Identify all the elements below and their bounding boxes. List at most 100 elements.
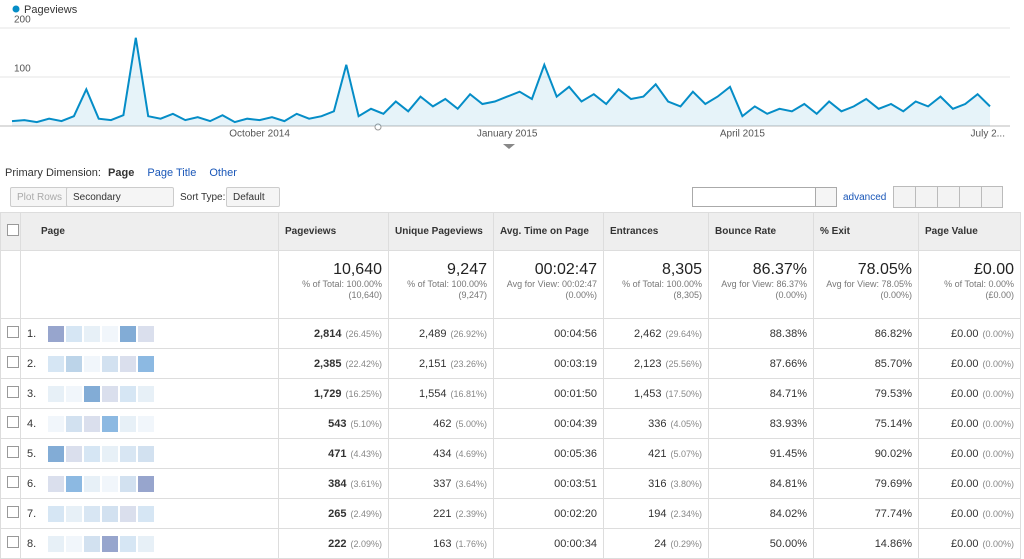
metric-cell: £0.00 (0.00%) xyxy=(918,438,1021,469)
blurred-name xyxy=(138,415,155,432)
metric-value: 00:01:50 xyxy=(554,387,597,400)
metric-cell: 50.00% xyxy=(708,528,814,559)
metric-percent: (22.42%) xyxy=(345,358,382,369)
metric-percent: (5.10%) xyxy=(350,418,382,429)
metric-value: 90.02% xyxy=(874,447,912,460)
metric-value: 384 xyxy=(328,477,347,490)
metric-cell: 265 (2.49%) xyxy=(278,498,389,529)
blurred-name xyxy=(66,445,83,462)
metric-value: 434 xyxy=(433,447,452,460)
total-value: 00:02:47 xyxy=(534,261,597,278)
metric-value: 84.81% xyxy=(769,477,807,490)
blurred-name xyxy=(138,535,155,552)
metric-percent: (17.50%) xyxy=(665,388,702,399)
metric-percent: (2.49%) xyxy=(350,508,382,519)
sort-select[interactable]: Default xyxy=(226,187,280,207)
blurred-name xyxy=(120,325,137,342)
view-switcher[interactable] xyxy=(893,186,1003,208)
metric-cell: 1,554 (16.81%) xyxy=(388,378,494,409)
metric-value: 00:00:34 xyxy=(554,537,597,550)
metric-value: 00:03:19 xyxy=(554,357,597,370)
metric-value: 1,554 xyxy=(418,387,447,400)
metric-cell: 00:03:19 xyxy=(493,348,604,379)
primary-option[interactable]: Page Title xyxy=(147,167,197,179)
blurred-name xyxy=(102,385,119,402)
blurred-name xyxy=(84,415,101,432)
metric-cell: 336 (4.05%) xyxy=(603,408,709,439)
metric-value: 2,385 xyxy=(313,357,342,370)
blurred-name xyxy=(84,355,101,372)
metric-cell: 316 (3.80%) xyxy=(603,468,709,499)
metric-percent: (5.07%) xyxy=(670,448,702,459)
total-note: % of Total: 100.00% xyxy=(302,279,382,289)
metric-cell: 00:05:36 xyxy=(493,438,604,469)
secondary-dimension[interactable]: Secondary dimension xyxy=(66,187,174,223)
total-note: Avg for View: 00:02:47 xyxy=(506,279,597,289)
totals-row: 10,640% of Total: 100.00% (10,640) 9,247% … xyxy=(0,250,1021,319)
table-row: 4. 543 (5.10%) 462 (5.00%) 00:04:39 336 (4.05%)… xyxy=(0,408,1021,439)
blurred-name xyxy=(120,445,137,462)
metric-percent: (29.64%) xyxy=(665,328,702,339)
checkbox[interactable] xyxy=(7,416,19,428)
metric-cell: 00:02:20 xyxy=(493,498,604,529)
checkbox[interactable] xyxy=(7,326,19,338)
line xyxy=(11,37,991,124)
row-index: 1. xyxy=(27,327,37,340)
metric-percent: (4.05%) xyxy=(670,418,702,429)
blurred-name xyxy=(66,415,83,432)
y-tick-label: 200 xyxy=(14,15,31,26)
blurred-name xyxy=(120,415,137,432)
primary-option[interactable]: Other xyxy=(209,167,237,179)
blurred-name xyxy=(66,475,83,492)
metric-value: 88.38% xyxy=(769,327,807,340)
row-checkbox xyxy=(0,378,21,409)
checkbox[interactable] xyxy=(7,356,19,368)
page-cell: 8. xyxy=(20,528,279,559)
table-row: 2. 2,385 (22.42%) 2,151 (23.26%) 00:03:19 2,12… xyxy=(0,348,1021,379)
search-button[interactable] xyxy=(815,187,837,207)
checkbox[interactable] xyxy=(7,386,19,398)
metric-cell: 00:04:56 xyxy=(493,318,604,349)
metric-value: 87.66% xyxy=(769,357,807,370)
table-row: 7. 265 (2.49%) 221 (2.39%) 00:02:20 194 (2.34%)… xyxy=(0,498,1021,529)
total-base: (0.00%) xyxy=(565,290,597,300)
legend-label: Pageviews xyxy=(24,4,78,16)
metric-percent: (0.00%) xyxy=(982,328,1014,339)
metric-value: 00:05:36 xyxy=(554,447,597,460)
metric-cell: 00:04:39 xyxy=(493,408,604,439)
metric-cell: 77.74% xyxy=(813,498,919,529)
row-checkbox xyxy=(0,468,21,499)
total-note: Avg for View: 86.37% xyxy=(721,279,807,289)
row-checkbox xyxy=(0,408,21,439)
page-cell: 4. xyxy=(20,408,279,439)
metric-cell: 462 (5.00%) xyxy=(388,408,494,439)
column-header: Page Value xyxy=(918,212,1021,251)
checkbox[interactable] xyxy=(7,506,19,518)
blurred-name xyxy=(48,325,65,342)
metric-value: £0.00 xyxy=(950,387,979,400)
metric-value: 2,123 xyxy=(633,357,662,370)
metric-value: £0.00 xyxy=(950,417,979,430)
blurred-name xyxy=(102,535,119,552)
checkbox[interactable] xyxy=(7,476,19,488)
advanced-link[interactable]: advanced xyxy=(843,192,887,203)
metric-value: 84.71% xyxy=(769,387,807,400)
total-value: 9,247 xyxy=(446,261,487,278)
blurred-name xyxy=(138,505,155,522)
metric-cell: 2,385 (22.42%) xyxy=(278,348,389,379)
metric-cell: 421 (5.07%) xyxy=(603,438,709,469)
metric-cell: 2,814 (26.45%) xyxy=(278,318,389,349)
x-tick-label: July 2... xyxy=(971,129,1005,140)
total-cell: 00:02:47 Avg for View: 00:02:47 (0.00%) xyxy=(493,250,604,319)
checkbox[interactable] xyxy=(7,536,19,548)
metric-value: 86.82% xyxy=(874,327,912,340)
metric-cell: 84.81% xyxy=(708,468,814,499)
column-header: Avg. Time on Page xyxy=(493,212,604,251)
checkbox[interactable] xyxy=(7,446,19,458)
search-box[interactable] xyxy=(692,187,816,207)
column-header: Bounce Rate xyxy=(708,212,814,251)
plot-rows-button[interactable]: Plot Rows xyxy=(10,187,70,207)
table-row: 3. 1,729 (16.25%) 1,554 (16.81%) 00:01:50 1,45… xyxy=(0,378,1021,409)
blurred-name xyxy=(138,325,155,342)
